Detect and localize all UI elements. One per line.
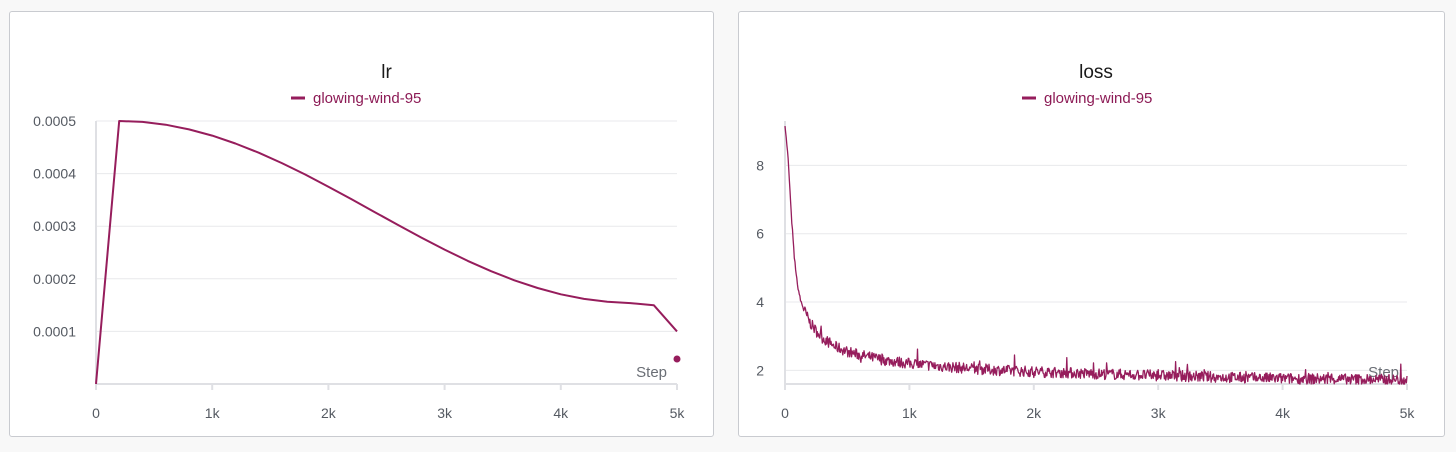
y-tick-label: 4 — [756, 294, 764, 310]
lr-chart-svg: lr glowing-wind-95 0.0001 0.0002 0.0003 0.000… — [33, 62, 686, 421]
x-tick-label: 2k — [321, 405, 337, 421]
y-tick-label: 0.0004 — [33, 166, 76, 182]
x-tick-label: 3k — [1151, 405, 1167, 421]
x-tick-label: 3k — [437, 405, 453, 421]
x-tick-label: 5k — [1400, 405, 1416, 421]
series-line-glowing-wind-95 — [784, 126, 1408, 385]
x-tick-label: 1k — [205, 405, 221, 421]
chart-title: loss — [1079, 62, 1113, 83]
x-tick-label: 1k — [902, 405, 918, 421]
x-axis-label: Step — [636, 364, 667, 381]
y-tick-label: 6 — [756, 226, 764, 242]
chart-panel-lr: lr glowing-wind-95 0.0001 0.0002 0.0003 0.000… — [9, 11, 714, 437]
y-tick-label: 0.0002 — [33, 271, 76, 287]
series-line-glowing-wind-95 — [95, 120, 678, 385]
x-tick-label: 4k — [553, 405, 569, 421]
x-tick-label: 2k — [1026, 405, 1042, 421]
x-tick-label: 5k — [670, 405, 686, 421]
chart-title: lr — [381, 62, 392, 83]
series-end-marker — [673, 355, 681, 363]
x-tick-label: 0 — [781, 405, 789, 421]
y-tick-label: 2 — [756, 362, 764, 378]
y-tick-label: 0.0001 — [33, 323, 76, 339]
chart-panel-loss: loss glowing-wind-95 2 4 6 8 0 1k 2k 3k 4k 5k Step — [738, 11, 1445, 437]
y-tick-label: 8 — [756, 157, 764, 173]
x-tick-label: 0 — [92, 405, 100, 421]
x-tick-label: 4k — [1275, 405, 1291, 421]
y-tick-label: 0.0005 — [33, 113, 76, 129]
y-tick-label: 0.0003 — [33, 218, 76, 234]
legend-entry: glowing-wind-95 — [1044, 90, 1152, 107]
legend-entry: glowing-wind-95 — [313, 90, 421, 107]
